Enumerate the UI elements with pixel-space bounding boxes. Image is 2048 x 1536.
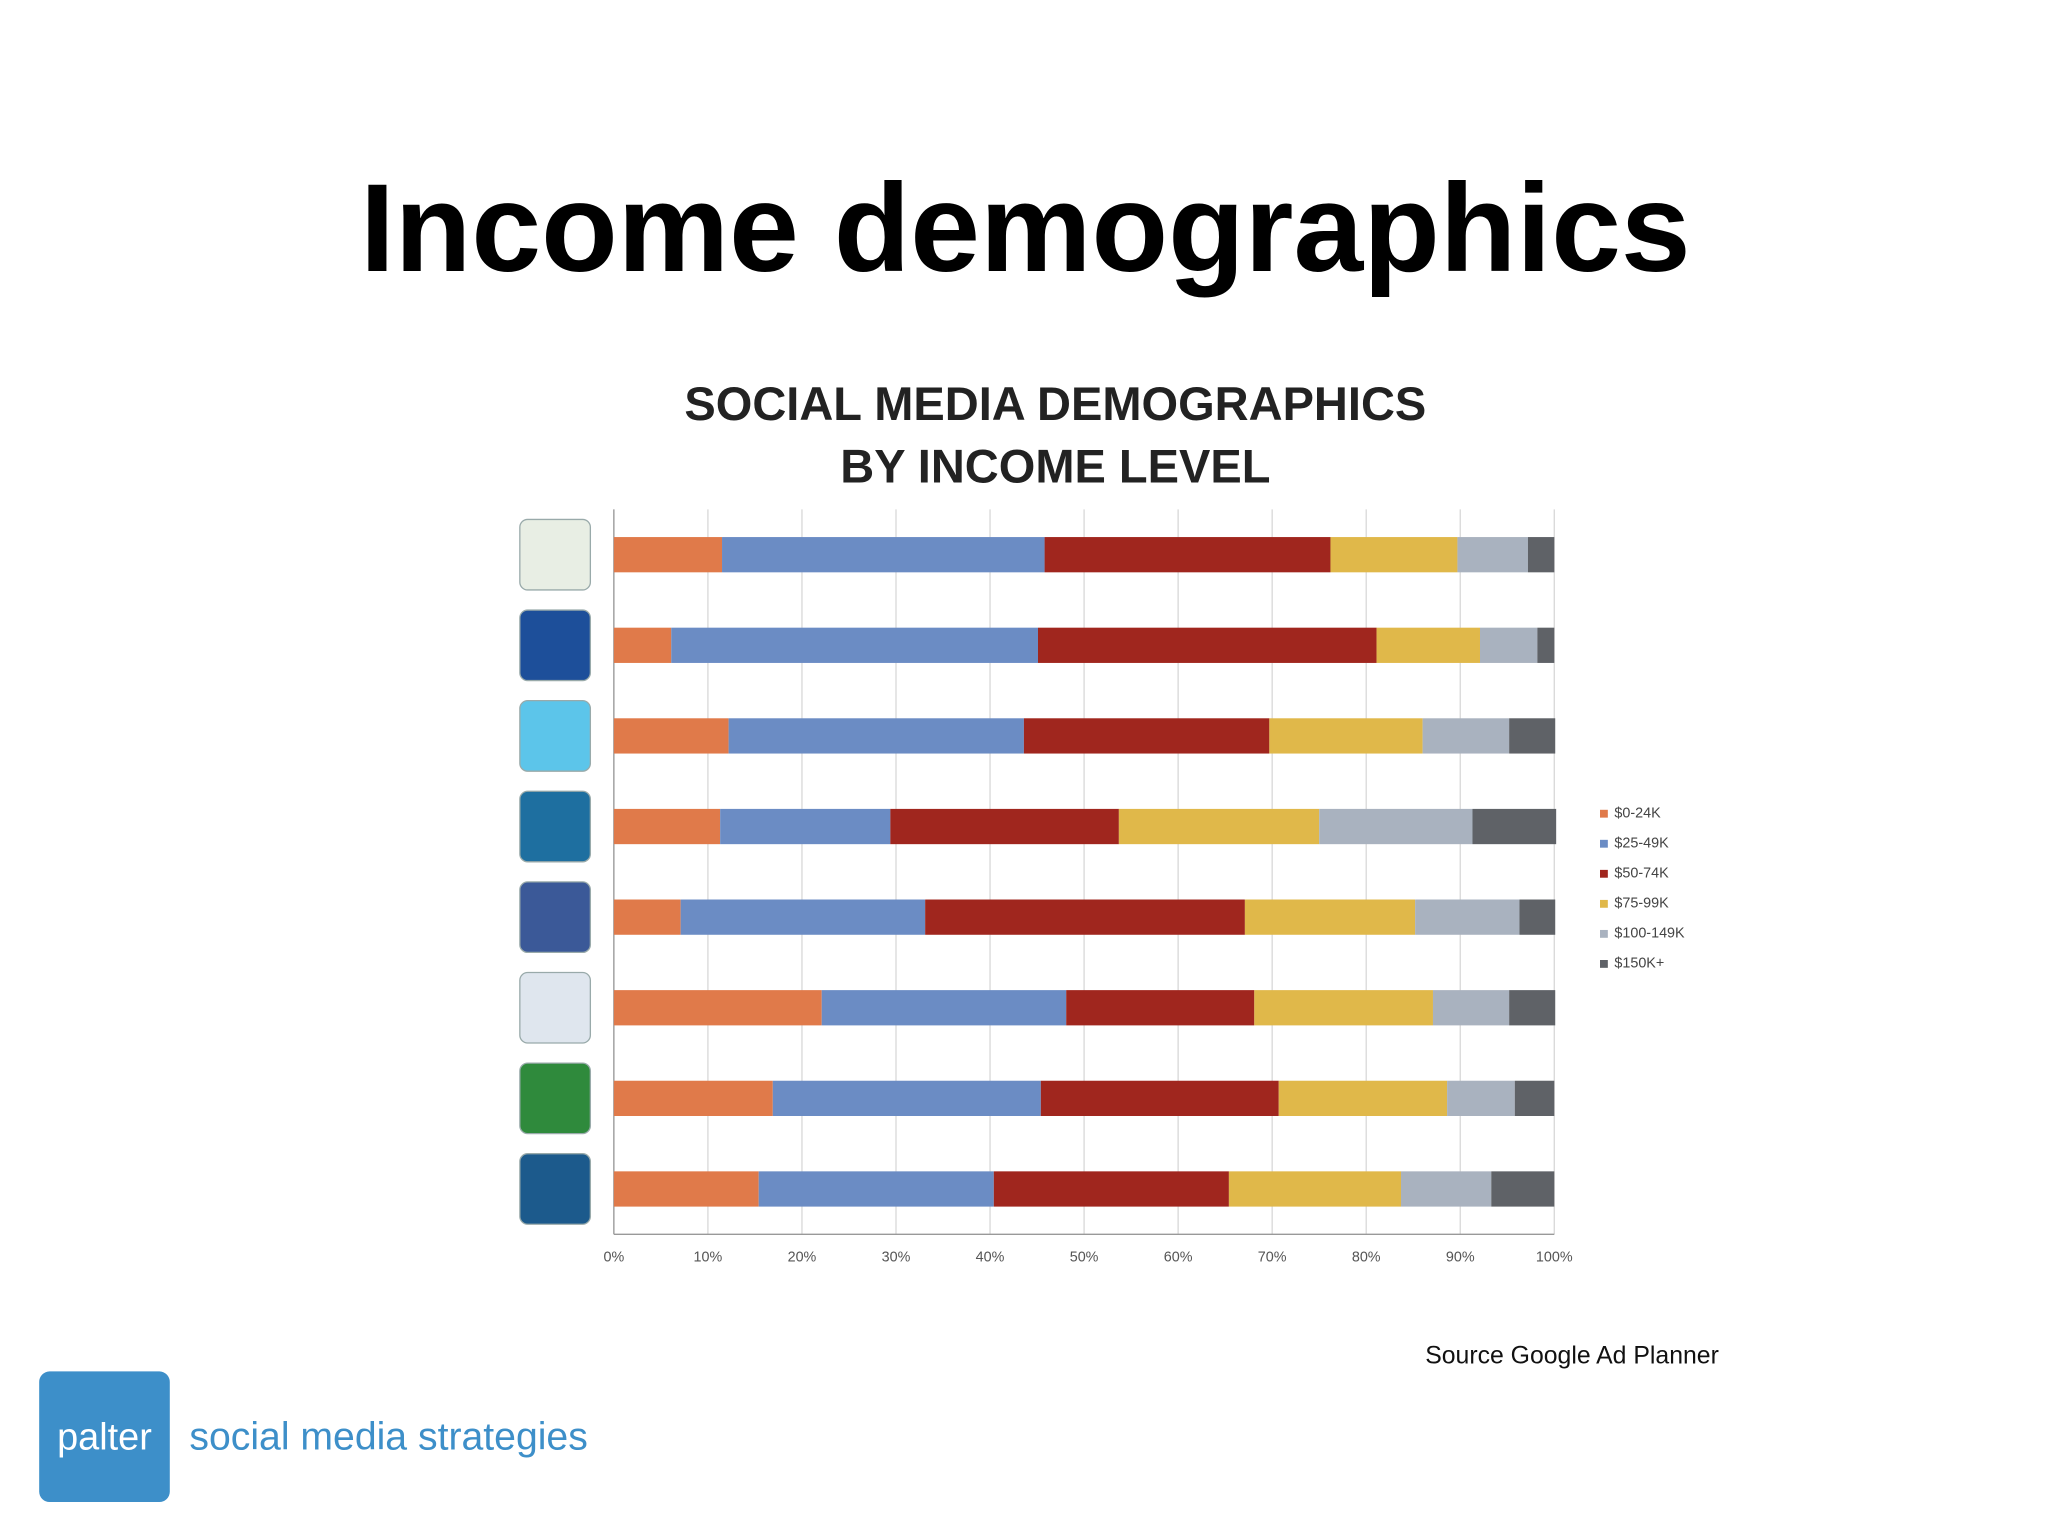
legend-swatch — [1600, 809, 1608, 818]
legend-swatch — [1600, 960, 1608, 968]
bar-segment — [671, 627, 1039, 663]
chart-title: SOCIAL MEDIA DEMOGRAPHICS — [684, 377, 1426, 430]
bar-segment — [1432, 990, 1510, 1026]
source-note: Source Google Ad Planner — [1425, 1343, 1719, 1370]
x-tick-label: 10% — [694, 1250, 723, 1266]
bar-segment — [613, 1080, 773, 1116]
bar-segment — [613, 899, 681, 935]
bar-segment — [1519, 899, 1556, 935]
bar-segment — [1457, 537, 1528, 573]
x-tick-label: 90% — [1446, 1250, 1475, 1266]
bar-segment — [1040, 1080, 1279, 1116]
legend-label: $25-49K — [1614, 836, 1669, 852]
category-icon — [519, 971, 592, 1044]
x-tick-label: 40% — [976, 1250, 1005, 1266]
bar-segment — [925, 899, 1245, 935]
category-icon — [519, 518, 592, 591]
bar-segment — [1514, 1080, 1555, 1116]
bar-segment — [1491, 1171, 1555, 1207]
bar-segment — [1023, 718, 1270, 754]
bar-segment — [1472, 808, 1557, 845]
bar-segment — [1038, 627, 1377, 663]
x-tick-label: 70% — [1258, 1250, 1287, 1266]
bar-segment — [1447, 1080, 1515, 1116]
bar-segment — [1400, 1171, 1492, 1207]
legend-label: $0-24K — [1614, 806, 1661, 822]
bar-segment — [1254, 990, 1433, 1026]
bar-segment — [993, 1171, 1229, 1207]
bar-segment — [1044, 537, 1331, 573]
bar-segment — [1330, 537, 1458, 573]
bar-segment — [680, 899, 926, 935]
bar-segment — [1509, 718, 1556, 754]
legend-label: $150K+ — [1614, 956, 1664, 972]
bar-segment — [890, 808, 1119, 845]
x-tick-label: 50% — [1070, 1250, 1099, 1266]
bar-segment — [613, 990, 822, 1026]
bar-segment — [1228, 1171, 1401, 1207]
category-icon — [519, 1062, 592, 1135]
bar-segment — [772, 1080, 1041, 1116]
bar-segment — [613, 537, 723, 573]
bar-segment — [613, 627, 672, 663]
legend-swatch — [1600, 839, 1608, 848]
bar-segment — [821, 990, 1067, 1026]
bar-segment — [1415, 899, 1520, 935]
bar-segment — [1278, 1080, 1448, 1116]
x-tick-label: 60% — [1164, 1250, 1193, 1266]
legend-label: $75-99K — [1614, 896, 1669, 912]
bar-segment — [1269, 718, 1423, 754]
category-icon — [519, 790, 592, 863]
bar-segment — [613, 808, 721, 845]
bar-segment — [1319, 808, 1473, 845]
logo-box — [39, 1371, 170, 1503]
bar-segment — [1527, 537, 1555, 573]
bar-segment — [720, 808, 891, 845]
bar-segment — [758, 1171, 994, 1207]
bar-segment — [1118, 808, 1320, 845]
bar-segment — [1244, 899, 1416, 935]
bar-segment — [1422, 718, 1510, 754]
slide-title: Income demographics — [360, 157, 1691, 298]
chart-title: BY INCOME LEVEL — [840, 440, 1270, 493]
bar-segment — [1479, 627, 1538, 663]
category-icon — [519, 699, 592, 772]
category-icon — [519, 609, 592, 682]
bar-segment — [1509, 990, 1556, 1026]
legend-label: $100-149K — [1614, 926, 1685, 942]
x-tick-label: 20% — [788, 1250, 817, 1266]
x-tick-label: 100% — [1536, 1250, 1573, 1266]
bar-segment — [613, 718, 729, 754]
logo-tagline: social media strategies — [189, 1416, 587, 1459]
bar-segment — [728, 718, 1024, 754]
x-tick-label: 30% — [882, 1250, 911, 1266]
logo-mark: palter — [57, 1416, 152, 1458]
legend-swatch — [1600, 899, 1608, 908]
legend-swatch — [1600, 929, 1608, 938]
category-icon — [519, 1153, 592, 1225]
x-tick-label: 0% — [603, 1250, 624, 1266]
legend-swatch — [1600, 869, 1608, 878]
bar-segment — [1066, 990, 1255, 1026]
bar-segment — [613, 1171, 759, 1207]
bar-segment — [1376, 627, 1480, 663]
legend-label: $50-74K — [1614, 866, 1669, 882]
x-tick-label: 80% — [1352, 1250, 1381, 1266]
bar-segment — [722, 537, 1045, 573]
category-icon — [519, 881, 592, 954]
bar-segment — [1537, 627, 1555, 663]
